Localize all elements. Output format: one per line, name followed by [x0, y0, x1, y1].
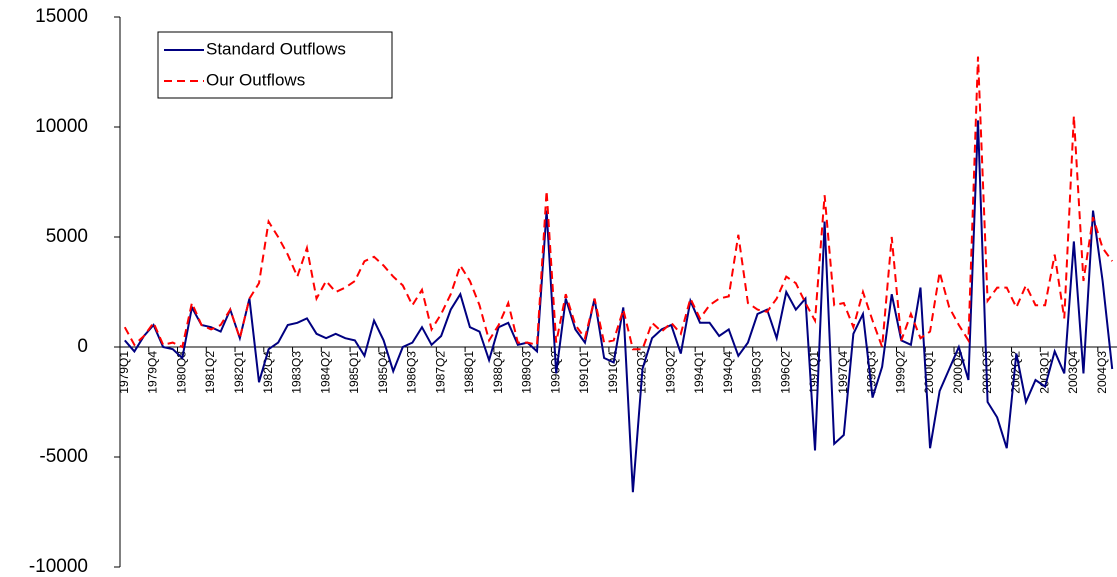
x-tick-label: 1994Q1: [692, 351, 706, 394]
y-tick-label: 5000: [46, 226, 88, 247]
x-tick-label: 1996Q2: [778, 351, 792, 394]
x-tick-label: 1999Q2: [893, 351, 907, 394]
x-tick-label: 1997Q4: [836, 351, 850, 394]
y-tick-label: -5000: [39, 446, 88, 467]
x-tick-label: 1982Q1: [232, 351, 246, 394]
x-tick-label: 1985Q1: [347, 351, 361, 394]
x-tick-label: 1981Q2: [203, 351, 217, 394]
x-tick-label: 1985Q4: [376, 351, 390, 394]
x-tick-label: 2002Q2: [1009, 351, 1023, 394]
series-line: [124, 120, 1114, 493]
legend-label: Standard Outflows: [206, 39, 346, 58]
legend-box: [157, 31, 393, 99]
x-tick-label: 1989Q3: [520, 351, 534, 394]
x-tick-label: 1979Q1: [117, 351, 131, 394]
y-tick-label: -10000: [29, 556, 88, 577]
y-tick-label: 15000: [35, 6, 88, 27]
x-tick-label: 2000Q4: [951, 351, 965, 394]
x-tick-label: 1983Q3: [290, 351, 304, 394]
x-tick-label: 1991Q4: [606, 351, 620, 394]
x-tick-label: 1980Q3: [174, 351, 188, 394]
y-tick-label: 0: [77, 336, 88, 357]
x-tick-label: 2003Q4: [1066, 351, 1080, 394]
x-tick-label: 1994Q4: [721, 351, 735, 394]
x-tick-label: 1979Q4: [146, 351, 160, 394]
x-tick-label: 1995Q3: [750, 351, 764, 394]
x-tick-label: 1991Q1: [577, 351, 591, 394]
legend-label: Our Outflows: [206, 70, 305, 89]
x-tick-label: 2004Q3: [1095, 351, 1109, 394]
x-tick-label: 1984Q2: [318, 351, 332, 394]
y-tick-label: 10000: [35, 116, 88, 137]
x-tick-label: 1986Q3: [405, 351, 419, 394]
x-tick-label: 1987Q2: [433, 351, 447, 394]
x-tick-label: 1993Q2: [663, 351, 677, 394]
series-line: [123, 56, 1114, 351]
x-tick-label: 1988Q4: [491, 351, 505, 394]
x-tick-label: 1988Q1: [462, 351, 476, 394]
